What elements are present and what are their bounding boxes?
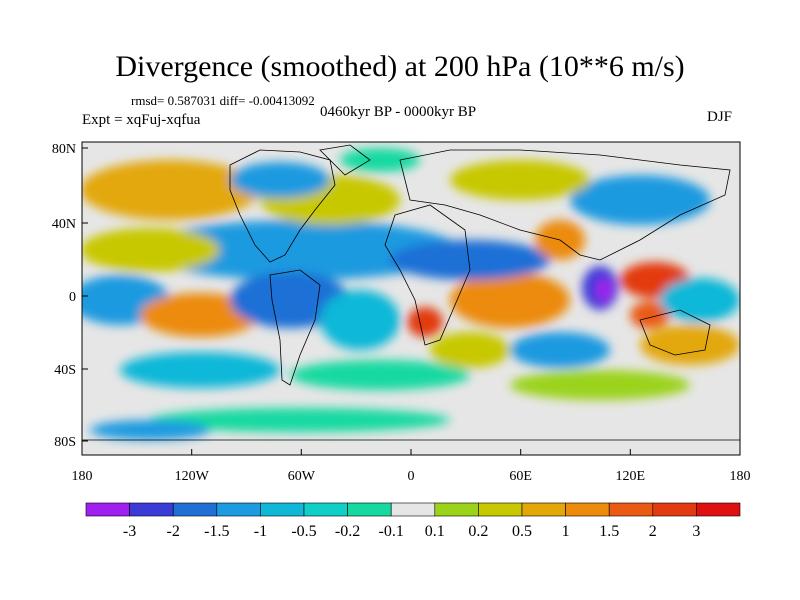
- colorbar-swatch: [608, 502, 654, 517]
- colorbar-swatch: [434, 502, 479, 517]
- colorbar-label: 0.1: [425, 523, 445, 540]
- colorbar-swatch: [172, 502, 218, 517]
- lat-tick-label: 0: [69, 290, 76, 305]
- lon-tick-label: 60E: [509, 469, 532, 484]
- lat-tick-label: 80S: [54, 435, 76, 450]
- lon-tick-label: 60W: [288, 469, 316, 484]
- chart-title: Divergence (smoothed) at 200 hPa (10**6 …: [115, 50, 685, 83]
- experiment-label: Expt = xqFuj-xqfua: [82, 112, 201, 128]
- colorbar-swatch: [216, 502, 261, 517]
- colorbar-label: 2: [649, 523, 657, 540]
- colorbar-label: -1: [254, 523, 267, 540]
- colorbar-swatch: [303, 502, 348, 517]
- season-label: DJF: [707, 109, 733, 125]
- colorbar-swatch: [652, 502, 697, 517]
- colorbar-label: 1.5: [599, 523, 619, 540]
- colorbar-label: -1.5: [204, 523, 229, 540]
- colorbar-swatch: [85, 502, 130, 517]
- colorbar-label: 3: [692, 523, 700, 540]
- colorbar-label: -2: [167, 523, 180, 540]
- colorbar-label: 1: [562, 523, 570, 540]
- period-label: 0460kyr BP - 0000kyr BP: [320, 104, 477, 120]
- colorbar-swatch: [347, 502, 392, 517]
- lon-tick-label: 120W: [175, 469, 210, 484]
- lat-tick-label: 80N: [52, 142, 76, 157]
- colorbar-swatch: [390, 502, 436, 517]
- lat-tick-label: 40N: [52, 217, 76, 232]
- colorbar-label: -0.2: [335, 523, 360, 540]
- colorbar-swatch: [129, 502, 174, 517]
- stats-line: rmsd= 0.587031 diff= -0.00413092: [131, 93, 315, 108]
- lat-tick-label: 40S: [54, 363, 76, 378]
- colorbar-swatch: [260, 502, 305, 517]
- colorbar-label: -3: [123, 523, 136, 540]
- colorbar-swatch: [478, 502, 523, 517]
- lon-tick-label: 180: [72, 469, 93, 484]
- colorbar-swatch: [696, 502, 741, 517]
- colorbar-label: 0.5: [512, 523, 532, 540]
- lon-tick-label: 120E: [616, 469, 646, 484]
- colorbar-swatch: [521, 502, 566, 517]
- lon-tick-label: 0: [408, 469, 415, 484]
- colorbar-label: 0.2: [468, 523, 488, 540]
- colorbar-label: -0.1: [379, 523, 404, 540]
- lon-tick-label: 180: [730, 469, 751, 484]
- colorbar-swatch: [565, 502, 610, 517]
- divergence-field: [82, 142, 740, 455]
- colorbar-label: -0.5: [291, 523, 316, 540]
